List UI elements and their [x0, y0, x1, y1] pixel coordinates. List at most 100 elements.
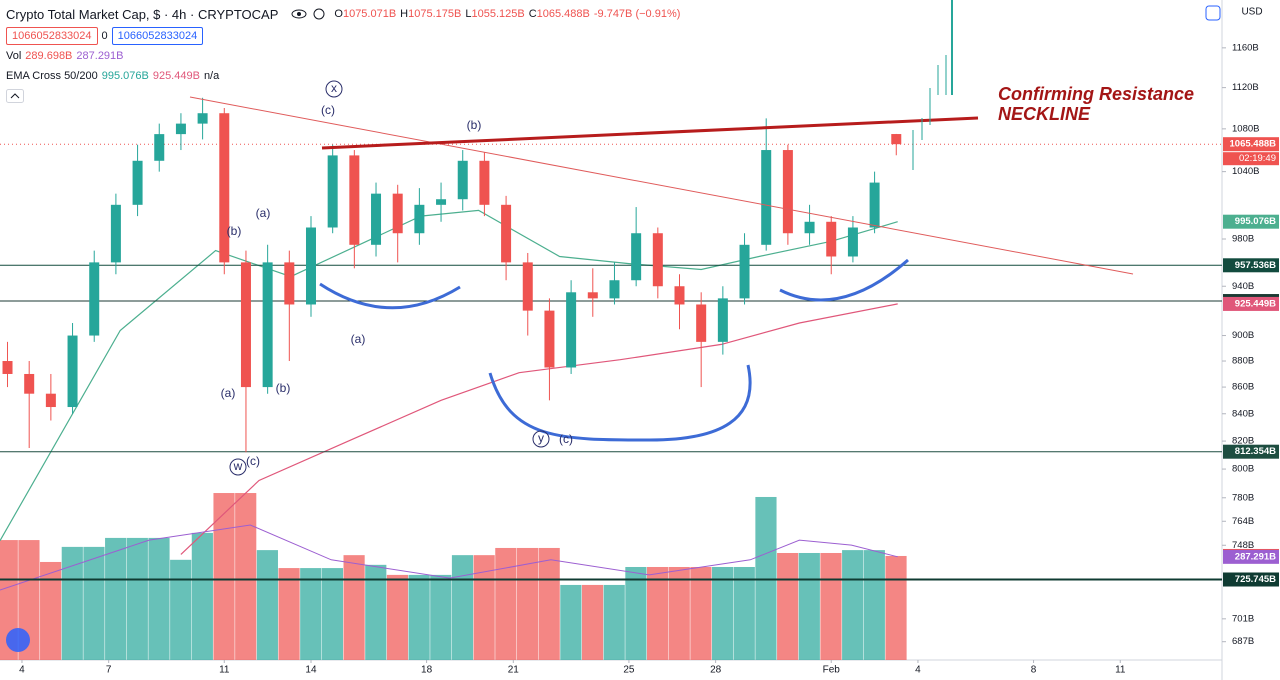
volume-bar [386, 574, 409, 660]
candle-body [89, 262, 100, 336]
volume-bar [668, 566, 690, 660]
scale-button[interactable] [1205, 5, 1221, 21]
x-tick-label: 11 [1115, 665, 1126, 676]
volume-bar [256, 550, 278, 660]
ohlc-key: O [334, 8, 343, 20]
y-tick-label: 748B [1232, 540, 1254, 551]
level-layer [0, 143, 1222, 581]
y-tick-label: 1160B [1232, 42, 1259, 53]
volume-ma-box [1223, 549, 1279, 564]
volume-bar [538, 547, 560, 660]
volume-bar [885, 555, 907, 660]
value-box[interactable]: 1066052833024 [6, 27, 98, 45]
ohlc-key: L [465, 8, 472, 20]
candle-body [891, 134, 902, 145]
candle-body [414, 204, 425, 234]
volume-bar [365, 564, 387, 660]
volume-bar [625, 566, 647, 660]
ohlc-value: 1075.175B [408, 8, 462, 20]
volume-bar [560, 584, 582, 660]
wave-circle [532, 430, 550, 448]
volume-bar [755, 496, 777, 660]
axis-layer: 957.536B927.813B812.354B725.745B1160B112… [19, 42, 1279, 676]
ema-box [1223, 296, 1279, 311]
candle-body [132, 160, 143, 205]
x-tick-label: 11 [219, 665, 230, 676]
candle-body [717, 298, 728, 342]
candle-body [240, 262, 251, 388]
value-box[interactable]: 1066052833024 [111, 27, 204, 45]
countdown-box [1223, 152, 1279, 166]
settings-icon[interactable] [312, 7, 326, 21]
x-tick-label: 21 [508, 665, 520, 676]
projection [912, 0, 953, 170]
volume-bar [516, 547, 539, 660]
volume-bar [798, 552, 820, 660]
x-tick-label: 7 [106, 665, 112, 676]
ema-label: 995.076B [1235, 216, 1276, 227]
candle-body [67, 335, 78, 408]
volume-bar [495, 547, 517, 660]
candle-body [782, 150, 793, 234]
ema-row: EMA Cross 50/200 995.076B 925.449B n/a [6, 66, 680, 86]
volume-bar [170, 559, 192, 660]
y-tick-label: 820B [1232, 436, 1254, 447]
ema-line [0, 209, 898, 541]
candle-body [45, 393, 56, 408]
ohlc-value: 1075.071B [342, 8, 397, 20]
ema-slow-value: 925.449B [152, 70, 200, 82]
symbol-row: Crypto Total Market Cap, $ · 4h · CRYPTO… [6, 4, 680, 24]
trend-line [189, 96, 1134, 275]
candle-body [284, 262, 295, 305]
wave-label: (a) [221, 386, 236, 400]
callout: Confirming Resistance [998, 84, 1194, 104]
y-tick-label: 764B [1232, 516, 1254, 527]
y-tick-label: 980B [1232, 234, 1254, 245]
candle-body [609, 280, 620, 299]
symbol[interactable]: Crypto Total Market Cap, $ · 4h · CRYPTO… [6, 6, 279, 22]
volume-bar [213, 493, 235, 660]
candle-body [761, 150, 772, 245]
volume-bar [278, 568, 300, 660]
ohlc-value: 1055.125B [471, 8, 525, 20]
ohlc-key: C [528, 8, 537, 20]
drawings [189, 0, 1134, 476]
collapse-button[interactable] [6, 89, 24, 103]
candle-body [674, 286, 685, 305]
volume-bar [690, 566, 712, 660]
y-tick-label: 860B [1232, 382, 1254, 393]
candle-body [847, 227, 858, 257]
level-box [1223, 258, 1279, 273]
volume-bar [105, 537, 127, 660]
candle-body [544, 310, 555, 368]
candle-body [392, 193, 403, 234]
price-label: 1065.488B [1230, 139, 1277, 150]
eye-icon[interactable] [290, 8, 308, 20]
volume-value: 289.698B [25, 50, 73, 62]
candle-body [587, 292, 598, 299]
volume-bar [820, 552, 842, 660]
head [488, 364, 752, 442]
candle-body [371, 193, 382, 245]
volume-bar [712, 566, 734, 660]
indicator-layer [0, 209, 898, 591]
candle-body [436, 199, 447, 205]
volume-bar [126, 537, 148, 660]
wave-label: (c) [559, 432, 573, 446]
wave-circle [325, 80, 343, 98]
wave-label: (c) [321, 103, 335, 117]
volume-bar [235, 493, 257, 660]
candle-body [804, 221, 815, 234]
legend-panel: Crypto Total Market Cap, $ · 4h · CRYPTO… [6, 4, 680, 106]
value-gap: 0 [101, 30, 108, 42]
x-tick-label: 4 [19, 665, 25, 676]
candle-body [219, 113, 230, 263]
x-tick-label: 14 [305, 665, 317, 676]
logo[interactable] [6, 628, 30, 652]
right-shoulder [779, 258, 909, 302]
wave-label: (c) [246, 454, 260, 468]
volume-row: Vol 289.698B 287.291B [6, 46, 680, 66]
candle-body [24, 373, 35, 394]
wave-label: (b) [467, 118, 482, 132]
